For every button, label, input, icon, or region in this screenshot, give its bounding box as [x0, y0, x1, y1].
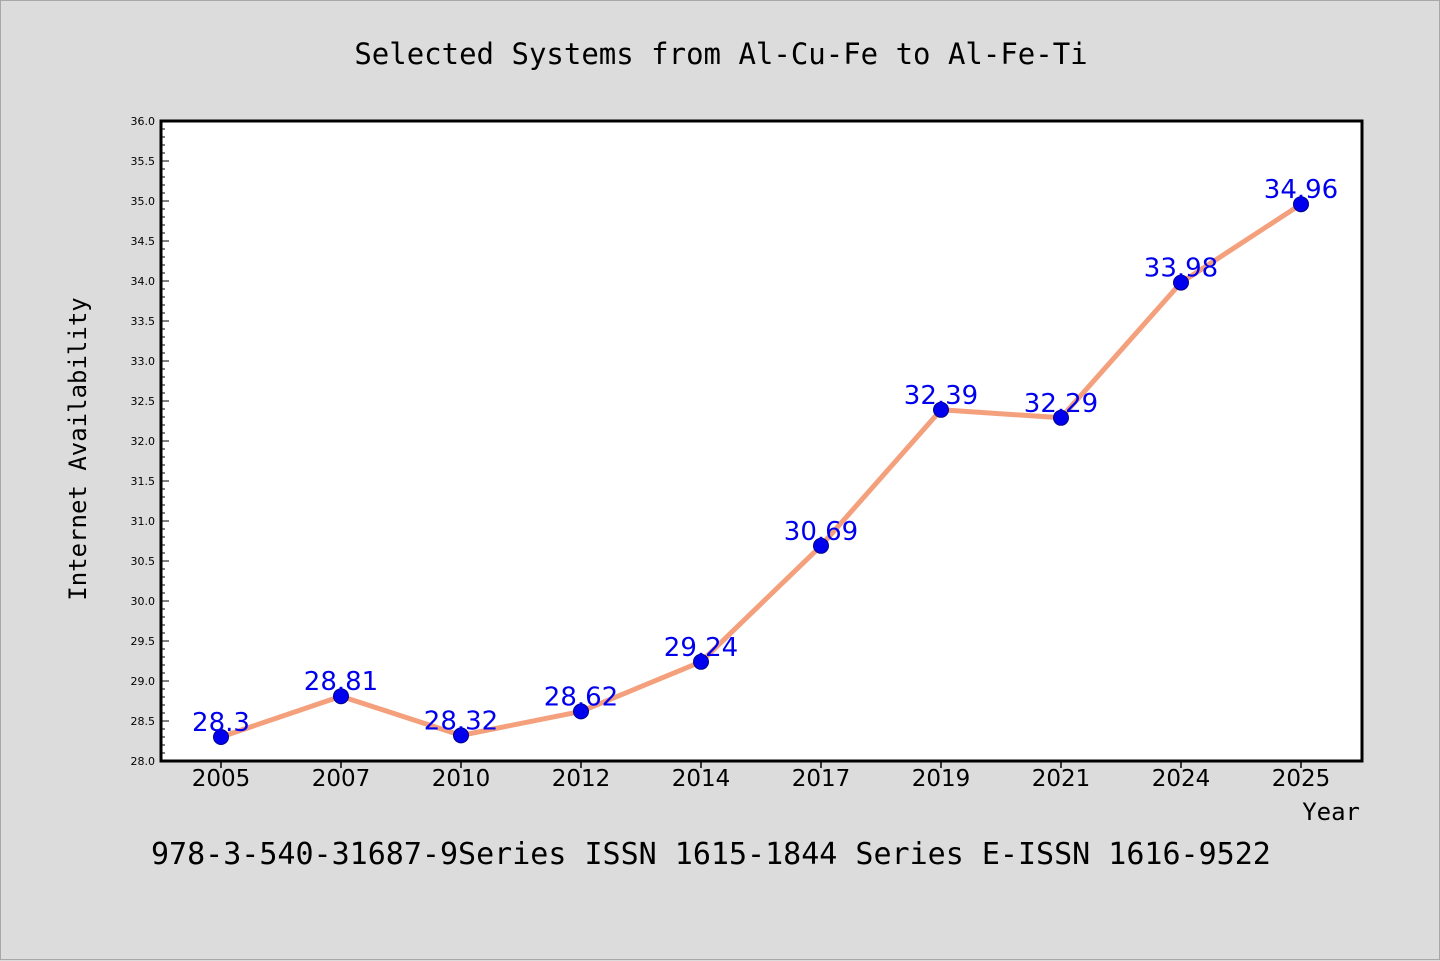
- y-axis-label: Internet Availability: [64, 297, 92, 600]
- y-tick-label: 31.0: [131, 515, 156, 528]
- data-point: [453, 727, 469, 744]
- data-point: [1053, 409, 1069, 426]
- y-tick-label: 34.0: [131, 275, 156, 288]
- data-point: [933, 401, 949, 418]
- y-tick-label: 36.0: [131, 115, 156, 128]
- y-tick-label: 30.0: [131, 595, 156, 608]
- y-tick-label: 35.5: [131, 155, 156, 168]
- y-tick-label: 29.0: [131, 675, 156, 688]
- x-axis-label: Year: [1302, 798, 1360, 826]
- plot-area: [159, 119, 1364, 763]
- data-point: [213, 729, 229, 745]
- y-tick-label: 31.5: [131, 475, 156, 488]
- x-tick-label: 2024: [1152, 766, 1211, 792]
- y-tick-label: 33.0: [131, 355, 156, 368]
- x-axis: 2005 2007 2010 2012 2014 2017 2019 2021 2024 2025: [192, 761, 1331, 792]
- data-point: [1293, 196, 1309, 213]
- x-tick-label: 2017: [792, 766, 851, 792]
- data-point: [693, 653, 709, 670]
- series-line: [218, 201, 1304, 740]
- x-tick-label: 2007: [312, 766, 371, 792]
- y-tick-label: 29.5: [131, 635, 156, 648]
- data-label: 34.96: [1264, 175, 1338, 205]
- data-label: 28.32: [424, 706, 498, 736]
- y-tick-label: 28.5: [131, 715, 156, 728]
- data-label: 30.69: [784, 517, 858, 547]
- x-tick-label: 2010: [432, 766, 491, 792]
- data-label: 28.3: [192, 708, 250, 738]
- x-tick-label: 2012: [552, 766, 611, 792]
- data-label: 32.29: [1024, 389, 1098, 419]
- y-tick-label: 32.5: [131, 395, 156, 408]
- x-tick-label: 2019: [912, 766, 971, 792]
- x-tick-label: 2005: [192, 766, 251, 792]
- y-tick-label: 30.5: [131, 555, 156, 568]
- data-point: [573, 703, 589, 720]
- data-label: 33.98: [1144, 254, 1218, 284]
- data-point: [333, 688, 349, 705]
- y-tick-label: 33.5: [131, 315, 156, 328]
- chart-title: Selected Systems from Al-Cu-Fe to Al-Fe-…: [354, 37, 1087, 71]
- data-point: [1173, 274, 1189, 291]
- data-label: 28.62: [544, 682, 618, 712]
- x-tick-label: 2014: [672, 766, 731, 792]
- footer-text: 978-3-540-31687-9Series ISSN 1615-1844 S…: [151, 837, 1271, 872]
- data-label: 28.81: [304, 667, 378, 697]
- y-tick-label: 35.0: [131, 195, 156, 208]
- x-tick-label: 2021: [1032, 766, 1091, 792]
- y-tick-label: 34.5: [131, 235, 156, 248]
- y-axis: 28.0 28.5 29.0 29.5 30.0 30.5 31.0 31.5 32.0 32.5…: [131, 115, 169, 768]
- y-tick-label: 28.0: [131, 755, 156, 768]
- data-label: 32.39: [904, 381, 978, 411]
- series-layer: 28.3 28.81 28.32 28.62 29.24 30.69 32.39 32.29 3…: [192, 175, 1338, 745]
- data-point: [813, 537, 829, 554]
- data-label: 29.24: [664, 633, 738, 663]
- x-tick-label: 2025: [1272, 766, 1331, 792]
- y-tick-label: 32.0: [131, 435, 156, 448]
